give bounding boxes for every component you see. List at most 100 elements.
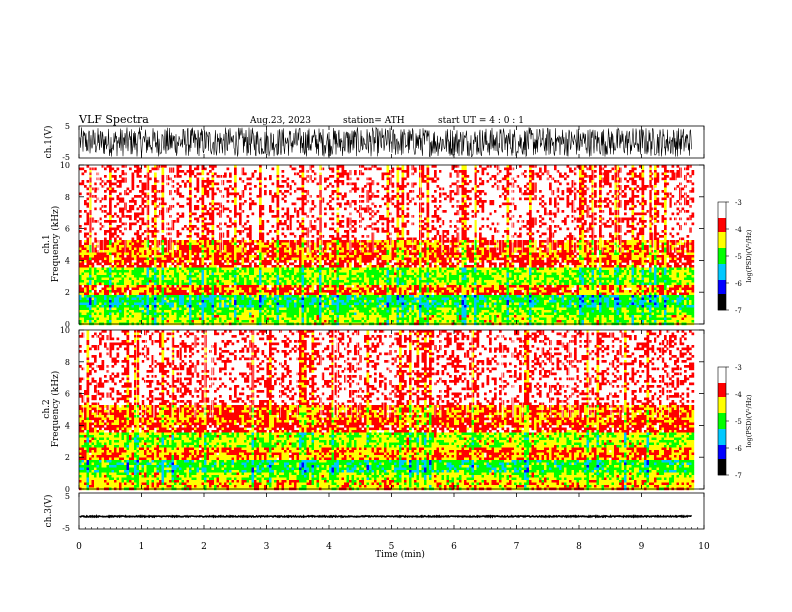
- colorbar-cell: [718, 425, 726, 427]
- colorbar-cell: [718, 234, 726, 236]
- colorbar-tick-label: -5: [735, 418, 742, 426]
- start-time-label: start UT = 4 : 0 : 1: [438, 116, 524, 126]
- x-tick-label: 2: [201, 542, 207, 552]
- ch2-spectrogram-ytick-label: 2: [65, 453, 70, 462]
- ch3-ytick-bottom: -5: [62, 524, 70, 533]
- colorbar-cell: [718, 212, 726, 214]
- colorbar-cell: [718, 413, 726, 415]
- colorbar-label: log(PSD)(V²/Hz): [745, 229, 753, 282]
- colorbar-cell: [718, 407, 726, 409]
- ch3-waveform-trace: [80, 516, 692, 517]
- colorbar-cell: [718, 216, 726, 218]
- x-tick-label: 10: [698, 542, 710, 552]
- colorbar-cell: [718, 463, 726, 465]
- colorbar-cell: [718, 441, 726, 443]
- ch2-spectrogram-ytick-label: 8: [65, 358, 70, 367]
- colorbar-cell: [718, 266, 726, 268]
- colorbar-cell: [718, 220, 726, 222]
- colorbar-cell: [718, 381, 726, 383]
- colorbar-cell: [718, 385, 726, 387]
- colorbar-cell: [718, 270, 726, 272]
- colorbar-cell: [718, 278, 726, 280]
- colorbar-cell: [718, 206, 726, 208]
- colorbar-cell: [718, 260, 726, 262]
- x-tick-label: 1: [139, 542, 145, 552]
- colorbar-cell: [718, 457, 726, 459]
- colorbar-cell: [718, 228, 726, 230]
- colorbar-cell: [718, 288, 726, 290]
- colorbar-cell: [718, 471, 726, 473]
- colorbar-cell: [718, 433, 726, 435]
- ch1-waveform-panel: 5 -5 ch.1(V): [43, 122, 704, 162]
- colorbar-cell: [718, 459, 726, 461]
- colorbar-cell: [718, 367, 726, 369]
- colorbar-cell: [718, 258, 726, 260]
- colorbar-cell: [718, 230, 726, 232]
- colorbar-tick-label: -7: [735, 307, 742, 315]
- colorbar-cell: [718, 403, 726, 405]
- colorbar-tick-label: -5: [735, 253, 742, 261]
- colorbar-cell: [718, 298, 726, 300]
- colorbar-cell: [718, 399, 726, 401]
- colorbar-cell: [718, 254, 726, 256]
- colorbar-cell: [718, 296, 726, 298]
- ch1-spectrogram-ytick-label: 4: [65, 256, 70, 265]
- figure-title: VLF Spectra: [78, 113, 149, 126]
- colorbar-cell: [718, 465, 726, 467]
- ch1-spectrogram-ytick-label: 8: [65, 193, 70, 202]
- colorbar-cell: [718, 294, 726, 296]
- colorbar-cell: [718, 226, 726, 228]
- colorbar-cell: [718, 469, 726, 471]
- colorbar-cell: [718, 445, 726, 447]
- x-tick-label: 8: [576, 542, 582, 552]
- colorbar-cell: [718, 449, 726, 451]
- colorbar-cell: [718, 232, 726, 234]
- colorbar-cell: [718, 379, 726, 381]
- ch2-spectrogram-ytick-label: 10: [60, 326, 70, 335]
- colorbar-cell: [718, 393, 726, 395]
- colorbar-cell: [718, 250, 726, 252]
- colorbar-cell: [718, 417, 726, 419]
- colorbar-tick-label: -3: [735, 199, 742, 207]
- colorbar-cell: [718, 451, 726, 453]
- colorbar-cell: [718, 391, 726, 393]
- colorbar-cell: [718, 415, 726, 417]
- colorbar-cell: [718, 242, 726, 244]
- ch1-ytick-top: 5: [65, 122, 70, 131]
- colorbar-cell: [718, 461, 726, 463]
- colorbar-cell: [718, 248, 726, 250]
- colorbar-cell: [718, 268, 726, 270]
- colorbar-cell: [718, 435, 726, 437]
- colorbar-cell: [718, 286, 726, 288]
- colorbar-cell: [718, 429, 726, 431]
- colorbar-cell: [718, 405, 726, 407]
- ch3-ytick-top: 5: [65, 492, 70, 501]
- colorbar-cell: [718, 455, 726, 457]
- ch1-spectrogram-ytick-label: 2: [65, 288, 70, 297]
- colorbar-cell: [718, 292, 726, 294]
- colorbar-cell: [718, 262, 726, 264]
- colorbar-cell: [718, 431, 726, 433]
- colorbar-cell: [718, 437, 726, 439]
- colorbar-cell: [718, 447, 726, 449]
- ch3-waveform-panel: 5 -5 ch.3(V): [43, 492, 704, 533]
- colorbar-cell: [718, 373, 726, 375]
- colorbar-cell: [718, 282, 726, 284]
- station-label: station= ATH: [343, 116, 405, 126]
- colorbar-cell: [718, 204, 726, 206]
- colorbar-cell: [718, 409, 726, 411]
- ch1-ylabel: ch.1(V): [43, 126, 54, 159]
- ch3-waveform-frame: [79, 493, 704, 529]
- colorbar-cell: [718, 300, 726, 302]
- colorbar-cell: [718, 256, 726, 258]
- colorbar-cell: [718, 280, 726, 282]
- colorbar-cell: [718, 389, 726, 391]
- date-label: Aug.23, 2023: [249, 116, 311, 126]
- ch3-ylabel: ch.3(V): [43, 495, 54, 528]
- colorbar-cell: [718, 238, 726, 240]
- colorbar-tick-label: -6: [735, 280, 742, 288]
